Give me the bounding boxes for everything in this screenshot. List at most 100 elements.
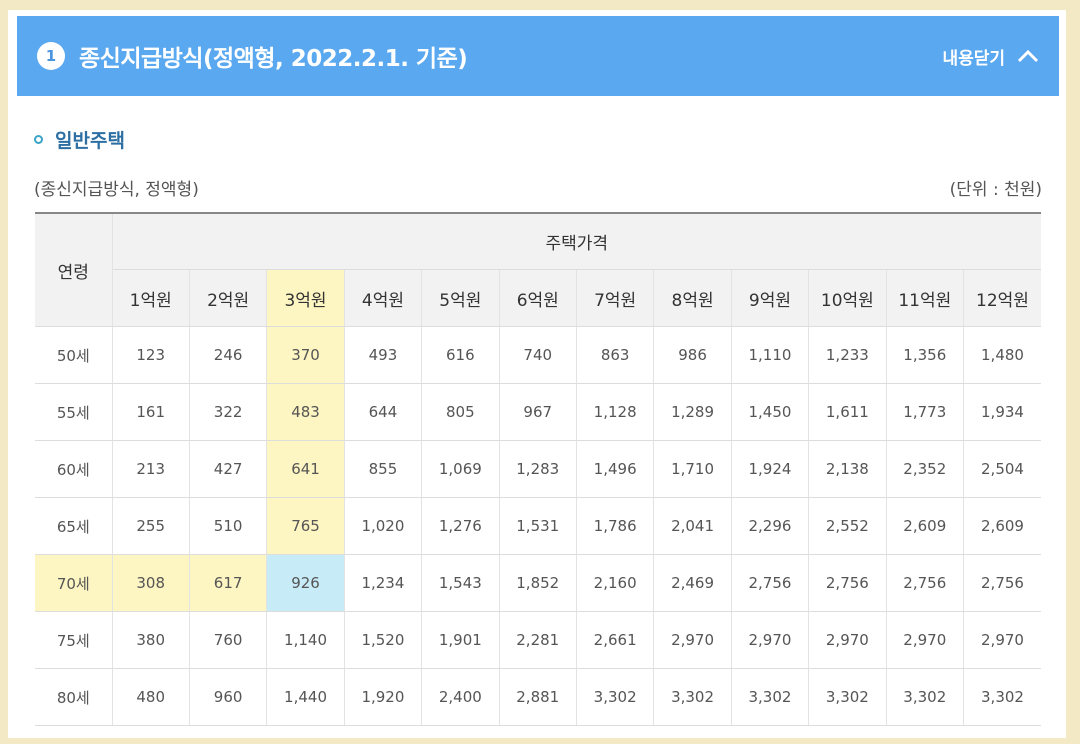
section-heading: 일반주택 [34, 126, 125, 153]
value-cell: 641 [266, 440, 345, 498]
value-cell: 2,661 [576, 611, 655, 669]
value-cell: 1,710 [653, 440, 732, 498]
value-cell: 1,852 [499, 554, 577, 612]
value-cell: 805 [421, 383, 500, 441]
value-cell: 510 [189, 497, 268, 555]
value-cell: 2,609 [963, 497, 1041, 555]
value-cell: 1,543 [421, 554, 500, 612]
table-row: 65세 255 510 765 1,020 1,276 1,531 1,786 2,041 2,2… [35, 497, 1041, 555]
value-cell: 740 [499, 326, 577, 384]
value-cell: 246 [189, 326, 268, 384]
value-cell: 308 [112, 554, 190, 612]
unit-label: (단위 : 천원) [949, 180, 1042, 200]
value-cell: 255 [112, 497, 190, 555]
value-cell: 3,302 [653, 668, 732, 726]
table-row: 70세 308 617 926 1,234 1,543 1,852 2,160 2,469 2,7… [35, 554, 1041, 612]
value-cell: 1,480 [963, 326, 1041, 384]
value-cell: 1,934 [963, 383, 1041, 441]
bullet-icon [34, 135, 43, 144]
age-cell: 55세 [35, 383, 113, 441]
price-column-header: 3억원 [266, 269, 345, 327]
value-cell: 2,756 [963, 554, 1041, 612]
price-column-header: 10억원 [808, 269, 887, 327]
value-cell: 1,924 [731, 440, 810, 498]
value-cell: 1,496 [576, 440, 655, 498]
section-title: 일반주택 [55, 130, 125, 152]
price-column-header: 12억원 [963, 269, 1041, 327]
value-cell: 760 [189, 611, 268, 669]
accordion-title: 종신지급방식(정액형, 2022.2.1. 기준) [79, 46, 468, 72]
value-cell: 1,450 [731, 383, 810, 441]
value-cell: 1,020 [344, 497, 423, 555]
price-column-header: 11억원 [886, 269, 964, 327]
value-cell: 1,110 [731, 326, 810, 384]
price-column-header: 2억원 [189, 269, 268, 327]
value-cell: 483 [266, 383, 345, 441]
accordion-header[interactable]: 1 종신지급방식(정액형, 2022.2.1. 기준) 내용닫기 [17, 16, 1059, 96]
section-number-badge: 1 [37, 42, 65, 70]
value-cell: 161 [112, 383, 190, 441]
table-row: 80세 480 960 1,440 1,920 2,400 2,881 3,302 3,302 3… [35, 668, 1041, 726]
value-cell: 3,302 [731, 668, 810, 726]
value-cell: 3,302 [808, 668, 887, 726]
age-cell: 65세 [35, 497, 113, 555]
price-column-header: 6억원 [499, 269, 577, 327]
value-cell: 2,160 [576, 554, 655, 612]
value-cell: 863 [576, 326, 655, 384]
value-cell: 765 [266, 497, 345, 555]
value-cell: 2,352 [886, 440, 964, 498]
payment-table: 연령 주택가격 1억원 2억원 3억원 4억원 5억원 6억원 7억원 8억원 9억원 10억원 1… [35, 212, 1041, 726]
value-cell: 2,756 [886, 554, 964, 612]
value-cell: 2,469 [653, 554, 732, 612]
value-cell: 1,901 [421, 611, 500, 669]
table-caption: (종신지급방식, 정액형) [34, 180, 199, 200]
age-cell: 50세 [35, 326, 113, 384]
value-cell: 1,234 [344, 554, 423, 612]
value-cell: 644 [344, 383, 423, 441]
value-cell: 2,970 [808, 611, 887, 669]
value-cell: 380 [112, 611, 190, 669]
price-group-header: 주택가격 [112, 213, 1041, 270]
value-cell: 1,611 [808, 383, 887, 441]
value-cell: 480 [112, 668, 190, 726]
value-cell: 1,128 [576, 383, 655, 441]
collapse-button[interactable]: 내용닫기 [942, 44, 1039, 69]
value-cell: 123 [112, 326, 190, 384]
table-row: 75세 380 760 1,140 1,520 1,901 2,281 2,661 2,970 2… [35, 611, 1041, 669]
table-row: 55세 161 322 483 644 805 967 1,128 1,289 1,450 1,61… [35, 383, 1041, 441]
value-cell: 370 [266, 326, 345, 384]
chevron-up-icon [1017, 49, 1039, 63]
value-cell: 2,970 [731, 611, 810, 669]
age-cell: 75세 [35, 611, 113, 669]
value-cell: 2,756 [731, 554, 810, 612]
value-cell: 2,756 [808, 554, 887, 612]
value-cell: 855 [344, 440, 423, 498]
price-column-header: 5억원 [421, 269, 500, 327]
value-cell: 967 [499, 383, 577, 441]
value-cell: 2,504 [963, 440, 1041, 498]
value-cell: 1,920 [344, 668, 423, 726]
value-cell: 1,440 [266, 668, 345, 726]
value-cell: 3,302 [576, 668, 655, 726]
value-cell: 2,296 [731, 497, 810, 555]
table-row: 50세 123 246 370 493 616 740 863 986 1,110 1,233 1,3… [35, 326, 1041, 384]
value-cell: 986 [653, 326, 732, 384]
value-cell: 1,233 [808, 326, 887, 384]
value-cell: 1,786 [576, 497, 655, 555]
age-cell: 80세 [35, 668, 113, 726]
value-cell: 2,609 [886, 497, 964, 555]
price-column-header: 7억원 [576, 269, 655, 327]
value-cell: 2,970 [886, 611, 964, 669]
value-cell: 1,140 [266, 611, 345, 669]
value-cell: 2,970 [963, 611, 1041, 669]
value-cell: 2,400 [421, 668, 500, 726]
value-cell: 1,069 [421, 440, 500, 498]
value-cell: 2,138 [808, 440, 887, 498]
value-cell: 616 [421, 326, 500, 384]
value-cell: 1,289 [653, 383, 732, 441]
price-column-header: 9억원 [731, 269, 810, 327]
value-cell: 213 [112, 440, 190, 498]
content-panel: 1 종신지급방식(정액형, 2022.2.1. 기준) 내용닫기 일반주택 (종… [8, 10, 1066, 738]
value-cell: 3,302 [963, 668, 1041, 726]
value-cell: 1,276 [421, 497, 500, 555]
